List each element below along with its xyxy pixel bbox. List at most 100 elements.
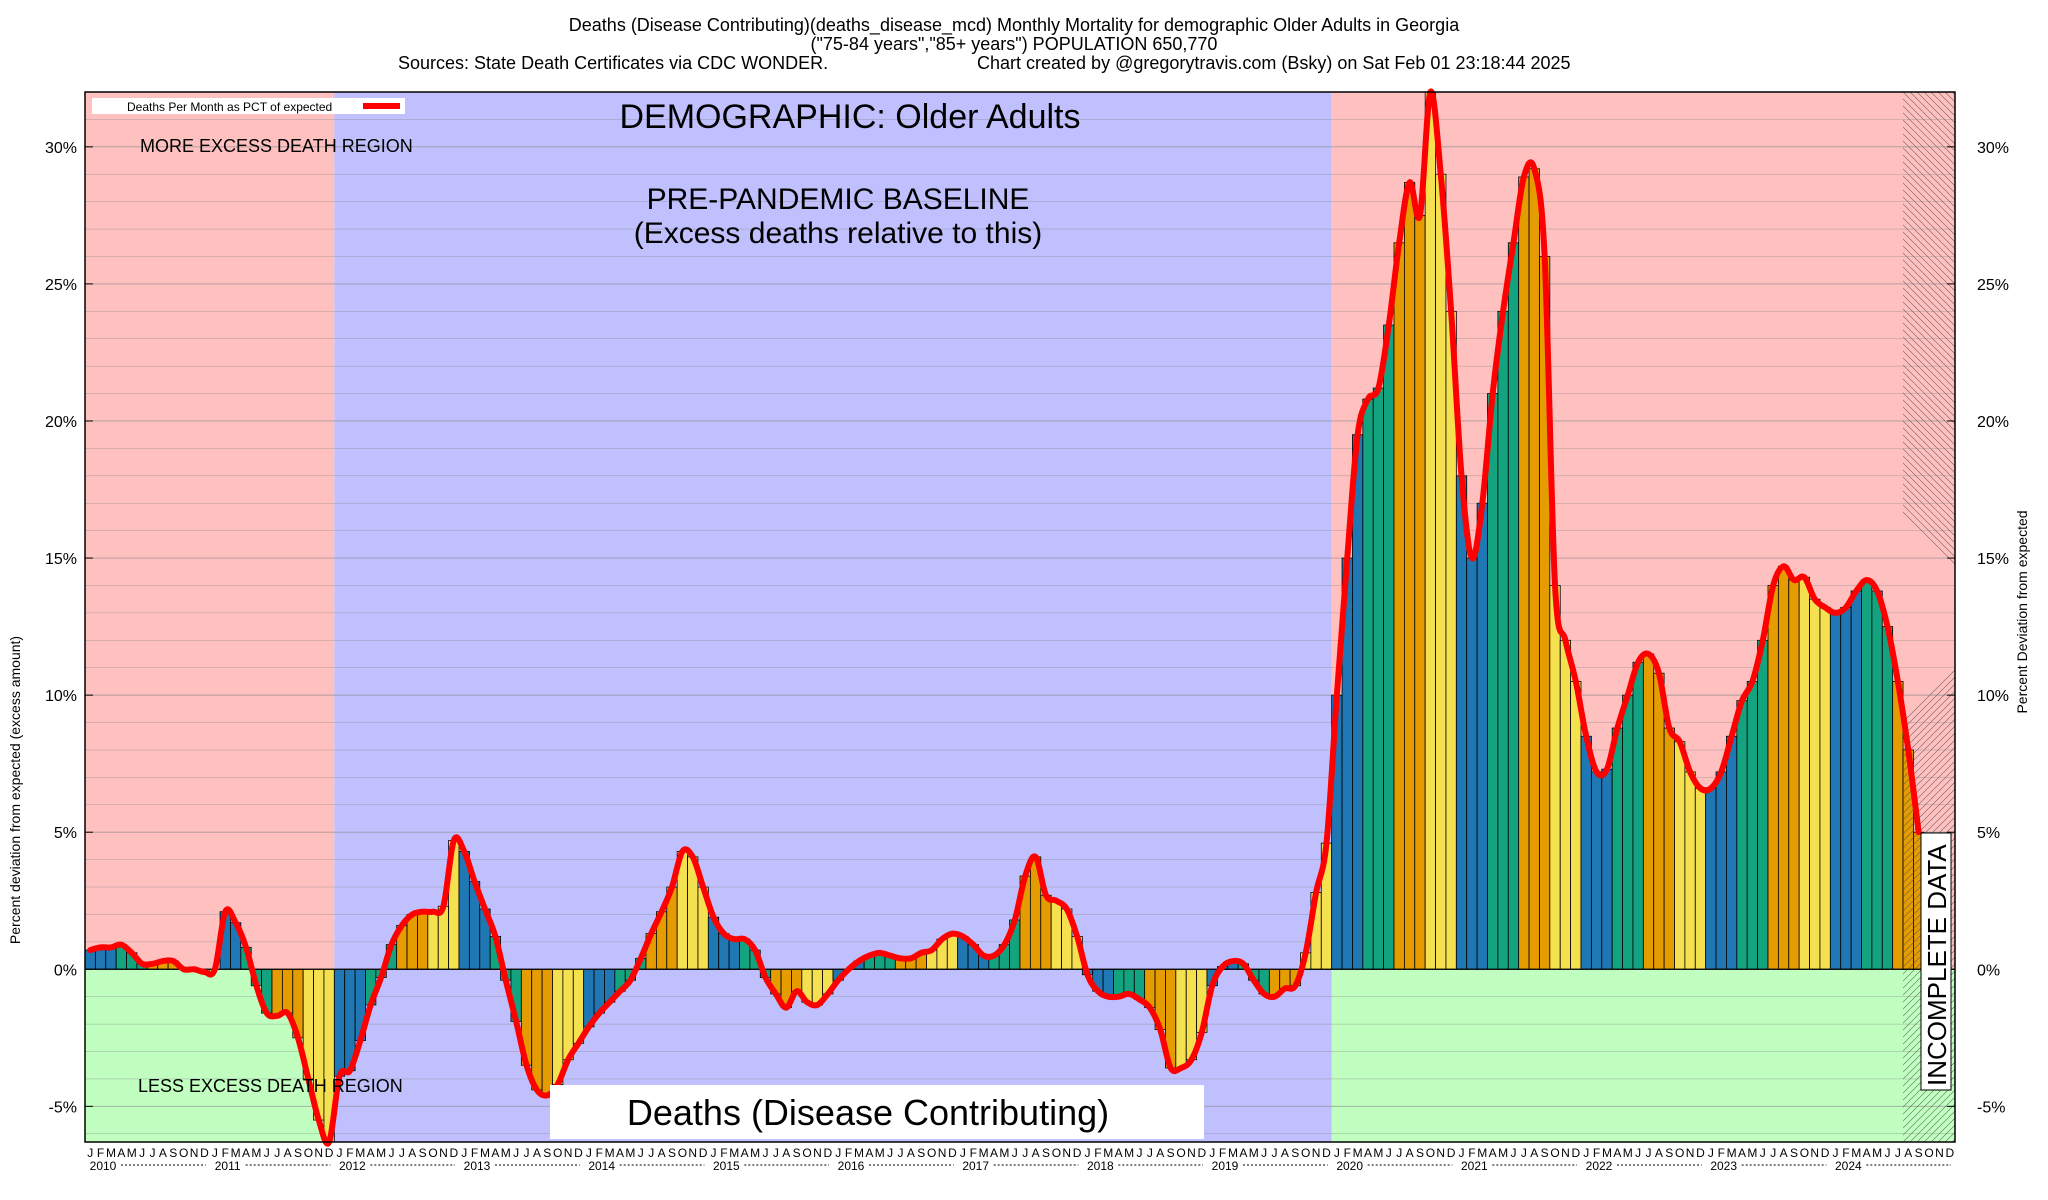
x-month-label: M — [127, 1146, 137, 1160]
x-month-label: D — [1821, 1146, 1830, 1160]
x-year-label: 2019 — [1212, 1159, 1239, 1173]
bar — [1476, 502, 1488, 970]
x-month-label: D — [823, 1146, 832, 1160]
x-month-label: J — [773, 1146, 779, 1160]
bar — [1881, 626, 1894, 970]
x-month-label: M — [999, 1146, 1009, 1160]
x-month-label: O — [927, 1146, 936, 1160]
x-month-label: J — [1459, 1146, 1465, 1160]
x-month-label: D — [449, 1146, 458, 1160]
bar — [1466, 557, 1478, 970]
x-month-label: N — [938, 1146, 947, 1160]
bar — [1840, 607, 1852, 970]
y-axis-right: -5% 0% 5% 10% 15% 20% 25% 30% — [1947, 140, 2009, 1116]
x-month-label: A — [1530, 1146, 1538, 1160]
y-tick-label-left: 30% — [45, 140, 77, 157]
x-month-label: J — [1012, 1146, 1018, 1160]
y-tick-label-right: 0% — [1977, 962, 2000, 979]
x-month-label: N — [1436, 1146, 1445, 1160]
x-month-label: A — [1364, 1146, 1372, 1160]
bar — [1518, 176, 1530, 970]
x-month-label: M — [1851, 1146, 1861, 1160]
x-month-label: F — [845, 1146, 852, 1160]
bar — [1892, 681, 1904, 970]
x-month-label: A — [741, 1146, 749, 1160]
bar — [1871, 590, 1883, 970]
x-month-label: F — [1094, 1146, 1101, 1160]
x-year-label: 2021 — [1461, 1159, 1488, 1173]
x-month-label: J — [1272, 1146, 1278, 1160]
x-month-label: S — [793, 1146, 801, 1160]
x-year-label: 2013 — [464, 1159, 491, 1173]
x-month-label: D — [1322, 1146, 1331, 1160]
bar — [1653, 672, 1665, 970]
bar — [1726, 735, 1738, 970]
x-month-label: M — [1103, 1146, 1113, 1160]
bar — [1590, 771, 1603, 970]
x-month-label: M — [376, 1146, 386, 1160]
x-month-label: M — [625, 1146, 635, 1160]
x-month-label: A — [242, 1146, 250, 1160]
x-month-label: A — [1863, 1146, 1871, 1160]
x-month-label: J — [638, 1146, 644, 1160]
chart-sources: Sources: State Death Certificates via CD… — [398, 53, 828, 73]
x-month-label: N — [1062, 1146, 1071, 1160]
x-month-label: J — [887, 1146, 893, 1160]
plot-frame — [84, 91, 1956, 1143]
x-month-label: J — [1261, 1146, 1267, 1160]
x-month-label: M — [1498, 1146, 1508, 1160]
x-month-label: M — [1353, 1146, 1363, 1160]
x-month-label: S — [169, 1146, 177, 1160]
x-year-label: 2012 — [339, 1159, 366, 1173]
bar — [1674, 741, 1686, 970]
x-month-label: F — [1468, 1146, 1475, 1160]
x-month-label: J — [586, 1146, 592, 1160]
bar — [1809, 598, 1821, 970]
x-year-label: 2017 — [962, 1159, 989, 1173]
bar — [1352, 434, 1364, 970]
less-region-post — [1331, 969, 1955, 1142]
chart-title-line1: Deaths (Disease Contributing)(deaths_dis… — [569, 15, 1460, 36]
x-month-label: O — [1924, 1146, 1933, 1160]
y-axis-left-label: Percent deviation from expected (excess … — [7, 636, 23, 944]
x-month-label: J — [1396, 1146, 1402, 1160]
bar — [728, 938, 740, 970]
x-month-label: F — [1344, 1146, 1351, 1160]
bar — [1788, 579, 1800, 970]
x-month-label: M — [1373, 1146, 1383, 1160]
x-month-label: D — [1197, 1146, 1206, 1160]
x-month-label: D — [1073, 1146, 1082, 1160]
demographic-label: DEMOGRAPHIC: Older Adults — [619, 98, 1080, 136]
bar — [1383, 324, 1395, 970]
x-month-label: J — [524, 1146, 530, 1160]
x-month-label: J — [1521, 1146, 1527, 1160]
x-month-label: J — [139, 1146, 145, 1160]
x-month-label: J — [1583, 1146, 1589, 1160]
x-month-label: M — [750, 1146, 760, 1160]
x-month-label: J — [1085, 1146, 1091, 1160]
y-tick-label-left: 0% — [54, 962, 77, 979]
y-tick-label-left: 20% — [45, 414, 77, 431]
x-month-label: J — [1635, 1146, 1641, 1160]
x-month-label: J — [1708, 1146, 1714, 1160]
x-month-label: A — [284, 1146, 292, 1160]
x-month-label: J — [762, 1146, 768, 1160]
y-tick-label-right: 5% — [1977, 825, 2000, 842]
x-month-label: A — [117, 1146, 125, 1160]
baseline-sublabel: (Excess deaths relative to this) — [634, 217, 1043, 250]
x-month-label: O — [1550, 1146, 1559, 1160]
x-month-label: M — [480, 1146, 490, 1160]
x-month-label: J — [1022, 1146, 1028, 1160]
y-tick-label-left: 15% — [45, 551, 77, 568]
x-month-label: A — [1613, 1146, 1621, 1160]
x-month-label: F — [222, 1146, 229, 1160]
x-month-label: M — [1124, 1146, 1134, 1160]
y-axis-left: -5% 0% 5% 10% 15% 20% 25% 30% — [45, 140, 93, 1116]
legend: Deaths Per Month as PCT of expected — [92, 98, 405, 114]
x-month-label: F — [720, 1146, 727, 1160]
x-month-label: S — [1291, 1146, 1299, 1160]
bar — [1050, 900, 1062, 970]
bar — [1559, 639, 1572, 970]
x-month-label: A — [1239, 1146, 1247, 1160]
